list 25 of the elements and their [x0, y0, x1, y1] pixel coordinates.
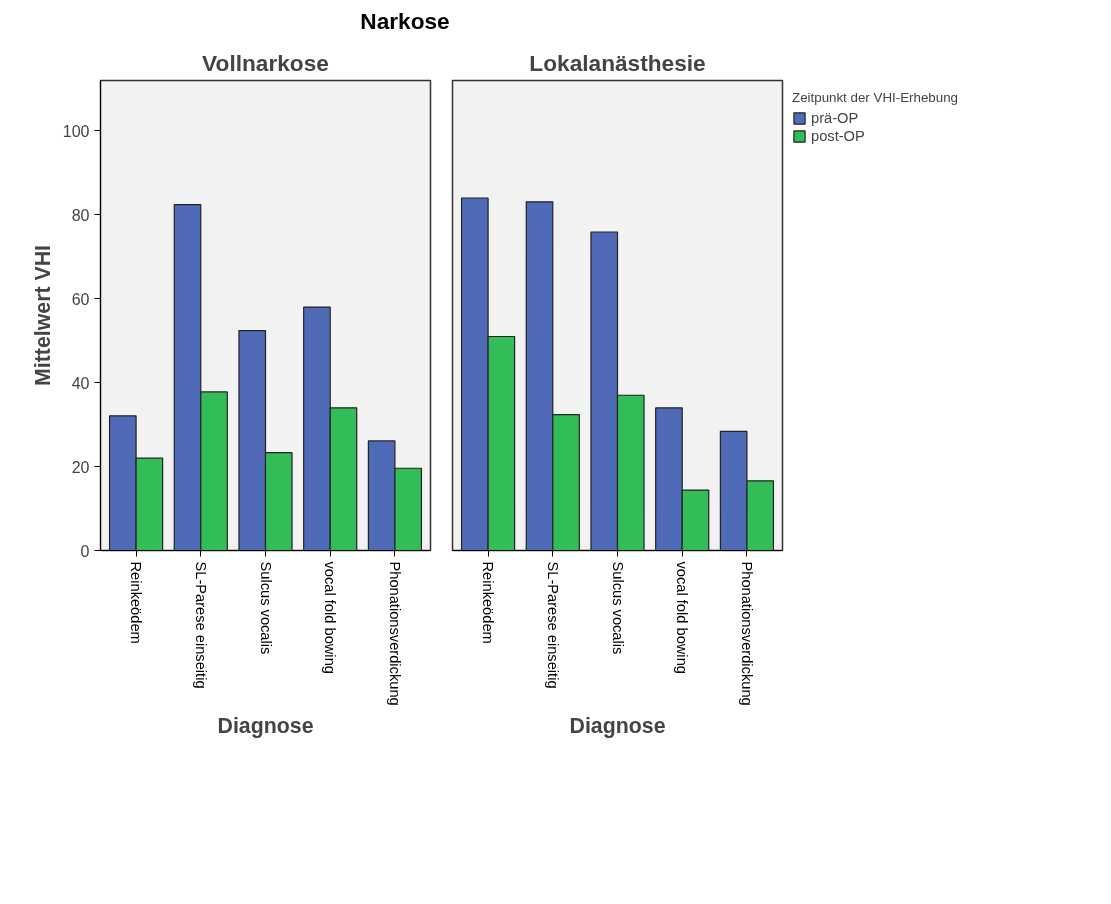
chart-title: Lokalanästhesie — [529, 49, 706, 76]
x-tick-label: Sulcus vocalis — [609, 561, 626, 655]
x-tick-label: Phonationsverdickung — [386, 561, 403, 707]
y-tick-label: 0 — [80, 542, 90, 560]
x-tick-label: Sulcus vocalis — [257, 561, 274, 655]
x-tick-label: SL-Parese einseitig — [192, 561, 209, 689]
x-tick-label: SL-Parese einseitig — [544, 561, 561, 689]
legend-label: post-OP — [811, 128, 865, 145]
x-tick-label: Reinkeödem — [128, 561, 145, 645]
x-tick-label: vocal fold bowing — [322, 561, 339, 675]
y-tick-label: 20 — [71, 458, 90, 476]
y-tick-label: 100 — [62, 123, 90, 141]
legend-label: prä-OP — [811, 110, 859, 127]
chart-title: Vollnarkose — [202, 49, 329, 76]
x-axis-title: Diagnose — [217, 714, 314, 739]
y-axis-title: Mittelwert VHI — [30, 245, 55, 387]
text: Narkose — [360, 7, 450, 36]
x-tick-label: Reinkeödem — [480, 561, 497, 645]
legend-title: Zeitpunkt der VHI-Erhebung — [792, 90, 958, 106]
y-tick-label: 80 — [71, 207, 90, 225]
y-tick-label: 60 — [71, 291, 90, 309]
x-axis-title: Diagnose — [569, 714, 666, 739]
x-tick-label: Phonationsverdickung — [738, 561, 755, 707]
x-tick-label: vocal fold bowing — [674, 561, 691, 675]
y-tick-label: 40 — [71, 375, 90, 393]
